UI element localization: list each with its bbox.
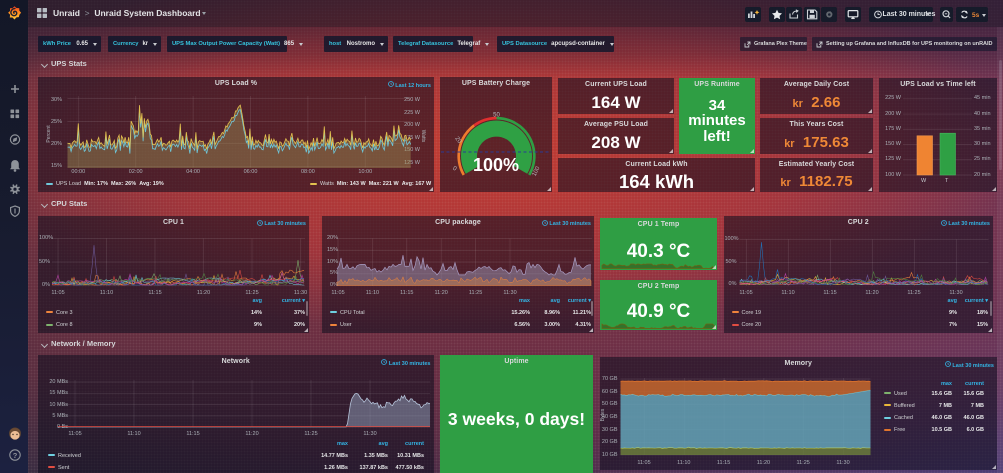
svg-text:50: 50 bbox=[493, 113, 500, 119]
svg-text:?: ? bbox=[13, 451, 18, 460]
svg-text:0: 0 bbox=[452, 166, 458, 173]
svg-text:20: 20 bbox=[453, 136, 462, 145]
svg-text:100: 100 bbox=[532, 165, 542, 177]
